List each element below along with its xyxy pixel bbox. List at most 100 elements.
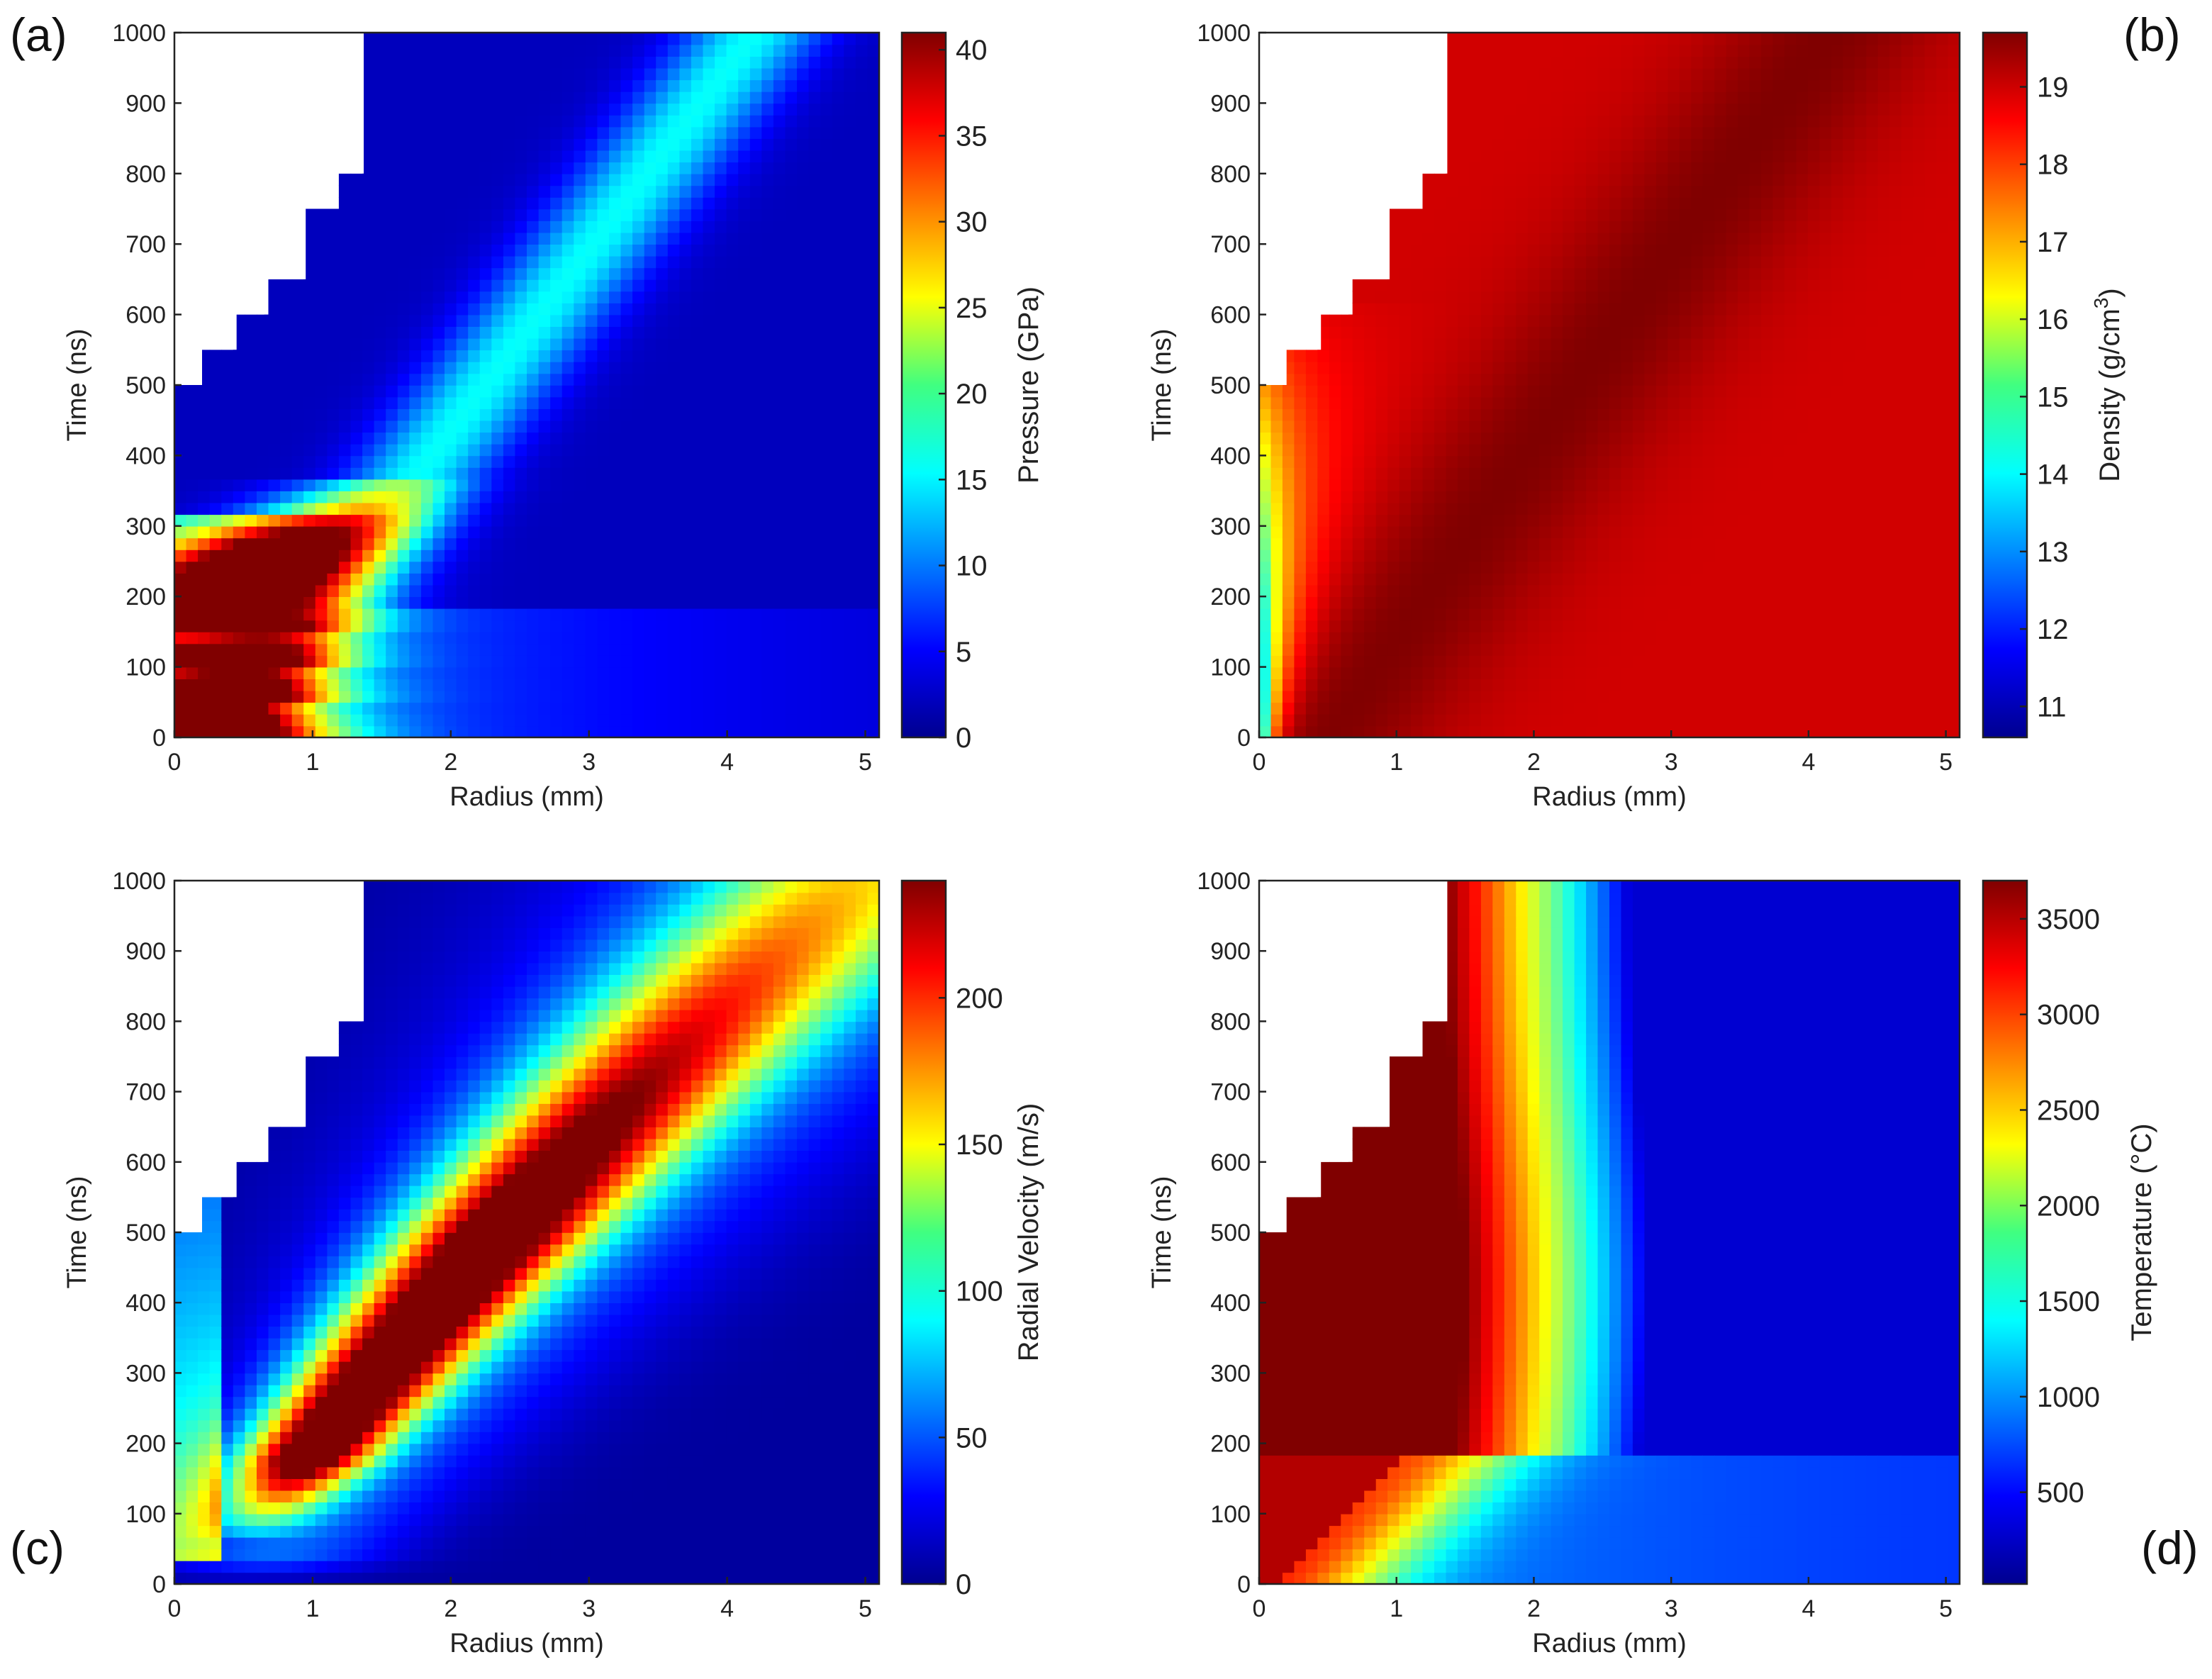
heatmap-cell [726, 443, 739, 457]
heatmap-cell [1352, 666, 1365, 679]
heatmap-cell [1352, 608, 1365, 621]
heatmap-cell [1364, 279, 1377, 292]
heatmap-cell [632, 291, 645, 303]
heatmap-cell [808, 549, 821, 562]
heatmap-cell [479, 443, 493, 457]
heatmap-cell [715, 255, 727, 269]
heatmap-cell [832, 596, 845, 609]
heatmap-cell [420, 385, 434, 398]
heatmap-cell [527, 162, 540, 174]
heatmap-cell [491, 33, 504, 45]
heatmap-cell [855, 655, 868, 668]
heatmap-cell [350, 221, 363, 233]
heatmap-cell [1387, 537, 1400, 550]
heatmap-cell [1387, 573, 1400, 586]
heatmap-cell [1469, 173, 1482, 186]
heatmap-cell [374, 361, 386, 374]
heatmap-cell [198, 608, 211, 621]
heatmap-cell [1551, 502, 1563, 515]
heatmap-cell [620, 596, 633, 609]
heatmap-cell [1457, 443, 1470, 457]
heatmap-cell [855, 361, 868, 374]
heatmap-cell [832, 103, 845, 116]
heatmap-cell [1609, 666, 1622, 679]
heatmap-cell [303, 502, 316, 515]
heatmap-cell [832, 126, 845, 139]
heatmap-cell [1632, 33, 1646, 45]
heatmap-cell [386, 631, 398, 645]
heatmap-cell [715, 185, 727, 198]
heatmap-cell [174, 666, 187, 679]
heatmap-cell [820, 221, 833, 233]
heatmap-cell [1446, 91, 1458, 104]
heatmap-cell [1574, 326, 1587, 339]
heatmap-cell [397, 502, 410, 515]
heatmap-cell [785, 115, 798, 128]
heatmap-cell [597, 666, 610, 679]
heatmap-cell [1632, 608, 1646, 621]
heatmap-cell [245, 373, 257, 386]
heatmap-cell [362, 537, 375, 550]
heatmap-cell [1563, 138, 1575, 151]
heatmap-cell [574, 244, 586, 257]
heatmap-cell [374, 467, 386, 480]
heatmap-cell [1317, 655, 1330, 668]
heatmap-cell [550, 115, 563, 128]
heatmap-cell [503, 138, 516, 151]
heatmap-cell [550, 491, 563, 503]
heatmap-cell [585, 338, 598, 351]
heatmap-cell [1574, 67, 1587, 81]
heatmap-cell [209, 385, 223, 398]
heatmap-cell [1516, 244, 1529, 257]
heatmap-cell [562, 420, 575, 433]
heatmap-cell [1492, 467, 1505, 480]
heatmap-cell [691, 655, 704, 668]
heatmap-cell [1317, 725, 1330, 738]
heatmap-cell [491, 326, 504, 339]
heatmap-cell [585, 115, 598, 128]
heatmap-cell [209, 502, 223, 515]
heatmap-cell [844, 91, 856, 104]
heatmap-cell [1621, 67, 1633, 81]
heatmap-cell [245, 561, 257, 574]
heatmap-cell [844, 103, 856, 116]
heatmap-cell [1434, 467, 1447, 480]
heatmap-cell [749, 232, 763, 245]
heatmap-cell [1574, 126, 1587, 139]
heatmap-cell [209, 455, 223, 468]
heatmap-cell [703, 432, 715, 445]
heatmap-cell [738, 443, 751, 457]
heatmap-cell [1480, 514, 1494, 527]
heatmap-cell [456, 584, 469, 597]
heatmap-cell [574, 361, 586, 374]
heatmap-cell [1364, 584, 1377, 597]
heatmap-cell [432, 44, 445, 57]
heatmap-cell [1270, 702, 1283, 715]
heatmap-cell [538, 584, 551, 597]
heatmap-cell [808, 255, 821, 269]
heatmap-cell [374, 432, 386, 445]
heatmap-cell [1411, 267, 1424, 280]
heatmap-cell [1387, 232, 1400, 245]
heatmap-cell [1305, 596, 1319, 609]
heatmap-cell [420, 232, 434, 245]
y-tick-label: 900 [125, 90, 166, 117]
heatmap-cell [844, 502, 856, 515]
heatmap-cell [245, 620, 257, 632]
heatmap-cell [1504, 185, 1517, 198]
heatmap-cell [327, 267, 340, 280]
heatmap-cell [174, 491, 187, 503]
heatmap-cell [362, 303, 375, 316]
heatmap-cell [703, 314, 715, 327]
heatmap-cell [1504, 162, 1517, 174]
heatmap-cell [1364, 679, 1377, 691]
heatmap-cell [515, 138, 527, 151]
heatmap-cell [445, 267, 457, 280]
heatmap-cell [1317, 620, 1330, 632]
heatmap-cell [1259, 666, 1272, 679]
heatmap-cell [479, 373, 493, 386]
heatmap-cell [362, 232, 375, 245]
heatmap-cell [456, 244, 469, 257]
heatmap-cell [1516, 126, 1529, 139]
heatmap-cell [761, 690, 774, 703]
